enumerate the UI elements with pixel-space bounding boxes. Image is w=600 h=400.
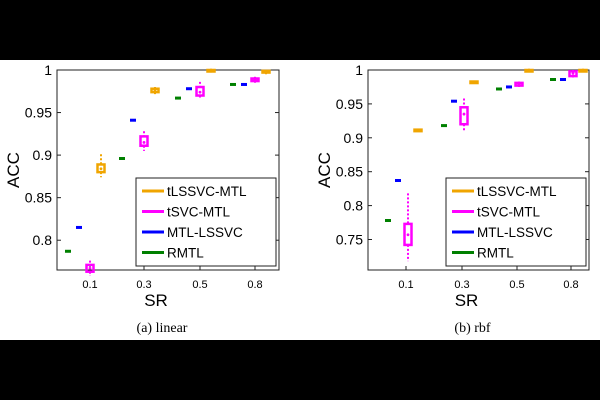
y-axis-label: ACC [315,152,334,188]
chart-panel-rbf: 0.75 0.8 0.85 0.9 0.95 1 0.1 0.3 0.5 0.8 SR ACC tLSS… [315,62,590,336]
box-tsvc-mtl [459,106,469,126]
median-dot-tlssvc-mtl [416,128,420,132]
x-tick-label: 0.8 [563,279,578,291]
legend: tLSSVC-MTL tSVC-MTL MTL-LSSVC RMTL [135,177,277,267]
figure-canvas: 0.8 0.85 0.9 0.95 1 0.1 0.3 0.5 0.8 SR ACC tLSSVC-M… [0,60,600,340]
legend-label: RMTL [167,246,204,261]
box-tsvc-mtl [403,222,413,247]
y-tick-label: 0.85 [336,164,363,180]
median-dot-tsvc-mtl [406,233,410,237]
y-tick-label: 0.75 [336,231,363,247]
x-tick-label: 0.8 [247,279,262,291]
median-dot-tsvc-mtl [88,266,92,270]
x-tick-label: 0.3 [454,279,469,291]
median-dot-tsvc-mtl [517,82,521,86]
median-dot-tsvc-mtl [571,71,575,75]
panel-caption: (b) rbf [454,321,490,336]
y-tick-label: 1 [44,62,52,78]
y-axis-label: ACC [4,152,23,188]
legend-label: tLSSVC-MTL [167,184,247,199]
figure-svg: 0.8 0.85 0.9 0.95 1 0.1 0.3 0.5 0.8 SR ACC tLSSVC-M… [4,62,590,336]
x-tick-label: 0.5 [192,279,207,291]
median-dot-tlssvc-mtl [581,68,585,72]
box-tlssvc-mtl [150,87,160,94]
median-dot-tsvc-mtl [142,140,146,144]
median-dot-tlssvc-mtl [209,68,213,72]
legend-label: RMTL [477,246,514,261]
panel-caption: (a) linear [137,321,188,336]
y-tick-label: 0.8 [344,198,364,214]
median-dot-tlssvc-mtl [99,167,103,171]
median-dot-tlssvc-mtl [472,80,476,84]
x-tick-label: 0.1 [82,279,97,291]
y-tick-label: 0.95 [25,105,52,121]
legend-label: tSVC-MTL [477,205,540,220]
legend-label: tSVC-MTL [167,205,230,220]
y-tick-label: 0.8 [33,232,53,248]
y-tick-label: 0.9 [344,130,364,146]
median-dot-tlssvc-mtl [264,70,268,74]
y-tick-label: 0.95 [336,96,363,112]
x-axis-label: SR [144,291,168,310]
box-tsvc-mtl [85,263,95,273]
median-dot-tlssvc-mtl [527,68,531,72]
box-tsvc-mtl [568,70,578,78]
median-dot-tlssvc-mtl [153,89,157,92]
x-axis-label: SR [455,291,479,310]
legend-label: tLSSVC-MTL [477,184,557,199]
median-dot-tsvc-mtl [253,77,257,81]
x-tick-label: 0.1 [398,279,413,291]
legend-label: MTL-LSSVC [477,225,553,240]
box-tsvc-mtl [139,135,149,147]
box-tlssvc-mtl [96,163,106,174]
y-tick-label: 0.85 [25,190,52,206]
legend-label: MTL-LSSVC [167,225,243,240]
x-tick-label: 0.3 [136,279,151,291]
median-dot-tsvc-mtl [462,112,466,116]
legend: tLSSVC-MTL tSVC-MTL MTL-LSSVC RMTL [445,177,587,267]
y-tick-label: 1 [355,62,363,78]
median-dot-tsvc-mtl [198,90,202,94]
y-tick-label: 0.9 [33,147,53,163]
x-tick-label: 0.5 [509,279,524,291]
box-tsvc-mtl [195,85,205,97]
chart-panel-linear: 0.8 0.85 0.9 0.95 1 0.1 0.3 0.5 0.8 SR ACC tLSSVC-M… [4,62,280,336]
